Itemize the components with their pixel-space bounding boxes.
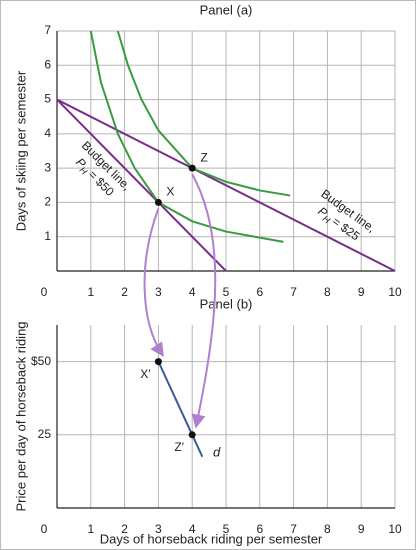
point [188, 164, 196, 172]
x-tick-label: 3 [155, 522, 162, 536]
point-label: Z′ [174, 440, 184, 454]
x-tick-label: 9 [358, 522, 365, 536]
x-tick-label: 2 [121, 285, 128, 299]
y-tick-label: 5 [44, 92, 51, 106]
y-axis-label: Days of skiing per semester [13, 70, 28, 231]
point [188, 431, 196, 439]
x-tick-label: 8 [324, 285, 331, 299]
x-tick-label: 1 [87, 522, 94, 536]
x-tick-label: 5 [223, 285, 230, 299]
x-axis-label: Days of horseback riding per semester [100, 531, 323, 546]
y-axis-label: Price per day of horseback riding [13, 321, 28, 511]
x-tick-label: 6 [256, 285, 263, 299]
x-tick-label: 6 [256, 522, 263, 536]
x-tick-label: 4 [189, 285, 196, 299]
price-subscript: H [320, 214, 332, 226]
arrow [143, 208, 164, 357]
line-label: Budget line,PH= $25 [315, 187, 378, 244]
x-tick-label: 4 [189, 522, 196, 536]
point [154, 198, 162, 206]
y-tick-label: 7 [44, 23, 51, 37]
y-tick-label: 1 [44, 229, 51, 243]
x-tick-label: 7 [290, 522, 297, 536]
y-tick-label: 4 [44, 126, 51, 140]
x-tick-label: 3 [155, 285, 162, 299]
x-tick-label: 1 [87, 285, 94, 299]
line-label: Budget line,PH= $50 [73, 138, 134, 199]
line [116, 30, 291, 197]
arrow [191, 173, 217, 429]
point-label: Z [201, 150, 208, 164]
x-tick-label: 8 [324, 522, 331, 536]
x-tick-label: 0 [41, 285, 48, 299]
panel-title: Panel (a) [200, 2, 253, 17]
line [56, 98, 227, 272]
point [154, 358, 162, 366]
point-label: X [166, 185, 174, 199]
x-tick-label: 7 [290, 285, 297, 299]
y-tick-label: 6 [44, 57, 51, 71]
point-label: X′ [140, 367, 151, 381]
line [89, 30, 284, 243]
x-tick-label: 10 [388, 522, 402, 536]
y-tick-label: 25 [38, 427, 52, 441]
y-tick-label: 3 [44, 160, 51, 174]
x-tick-label: 5 [223, 522, 230, 536]
x-tick-label: 9 [358, 285, 365, 299]
line-label: d [213, 444, 221, 459]
line-label-text: d [213, 444, 221, 459]
y-tick-label: $50 [31, 354, 51, 368]
line [56, 98, 396, 272]
x-tick-label: 2 [121, 522, 128, 536]
x-tick-label: 0 [41, 522, 48, 536]
panel-title: Panel (b) [200, 296, 253, 311]
x-tick-label: 10 [388, 285, 402, 299]
y-tick-label: 2 [44, 195, 51, 209]
